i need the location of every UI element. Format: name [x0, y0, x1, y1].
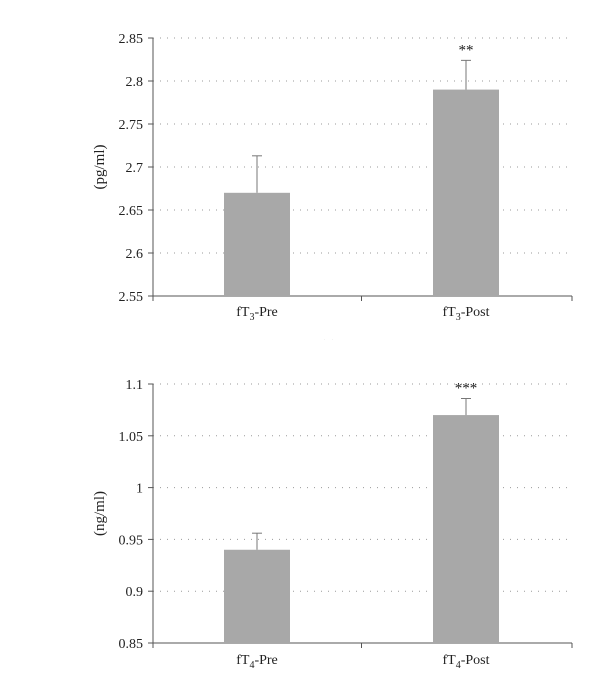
chart-1-bar-0	[224, 549, 290, 643]
chart-0-y-tick-label: 2.75	[119, 118, 144, 133]
chart-0-category-base-1: fT	[442, 305, 456, 320]
chart-0-category-suffix-0: -Pre	[254, 305, 277, 320]
chart-panel-b: 1.11.0510.950.90.85(ng/ml)fT4-Pre***fT4-…	[92, 378, 573, 671]
chart-0-significance-label-1: **	[459, 42, 474, 58]
chart-panel-a: 2.852.82.752.72.652.62.55(pg/ml)fT3-Pre*…	[92, 32, 573, 340]
chart-1-y-tick-label: 1.05	[119, 430, 144, 445]
chart-1-category-label-1: fT4-Post	[442, 653, 489, 671]
chart-0-y-tick-label: 2.65	[119, 204, 144, 219]
chart-0-y-tick-label: 2.6	[126, 247, 144, 262]
chart-1-category-suffix-0: -Pre	[254, 653, 277, 668]
chart-1-y-tick-label: 0.85	[119, 637, 144, 652]
chart-0-category-base-0: fT	[236, 305, 250, 320]
chart-1-category-base-0: fT	[236, 653, 250, 668]
chart-1-y-tick-label: 0.9	[126, 585, 144, 600]
chart-0-y-tick-label: 2.85	[119, 32, 144, 47]
chart-1-y-axis-title: (ng/ml)	[92, 491, 108, 536]
chart-0-category-suffix-1: -Post	[461, 305, 490, 320]
chart-1-y-tick-label: 0.95	[119, 533, 144, 548]
chart-0-y-tick-label: 2.55	[119, 290, 144, 305]
chart-1-y-tick-label: 1.1	[126, 378, 144, 393]
chart-0-bar-0	[224, 192, 290, 296]
chart-1-category-suffix-1: -Post	[461, 653, 490, 668]
chart-1-bar-1	[433, 415, 499, 643]
chart-0-category-sub-0: 3	[249, 312, 254, 323]
chart-0-panel-label: (a)	[320, 338, 337, 340]
chart-1-y-tick-label: 1	[136, 482, 143, 497]
chart-0-y-tick-label: 2.7	[126, 161, 144, 176]
chart-1-category-base-1: fT	[442, 653, 456, 668]
chart-0-category-label-0: fT3-Pre	[236, 305, 278, 323]
chart-1-category-label-0: fT4-Pre	[236, 653, 278, 671]
chart-0-bar-1	[433, 89, 499, 296]
chart-0-y-axis-title: (pg/ml)	[92, 145, 108, 190]
chart-0-y-tick-label: 2.8	[126, 75, 144, 90]
chart-1-category-sub-1: 4	[456, 660, 461, 671]
chart-0-category-label-1: fT3-Post	[442, 305, 489, 323]
chart-1-category-sub-0: 4	[249, 660, 254, 671]
chart-1-significance-label-1: ***	[455, 381, 478, 397]
chart-0-category-sub-1: 3	[456, 312, 461, 323]
